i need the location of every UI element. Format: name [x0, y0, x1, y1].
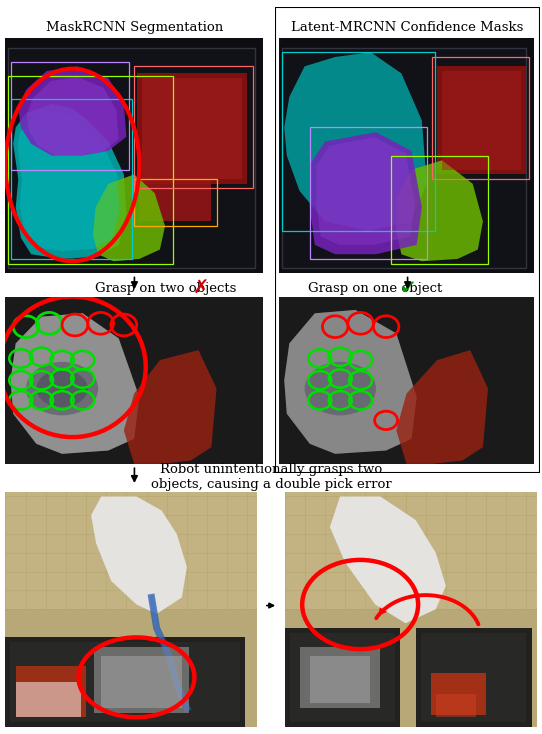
- Bar: [416, 628, 532, 727]
- Polygon shape: [10, 313, 139, 454]
- Polygon shape: [284, 310, 417, 454]
- Text: ✔: ✔: [400, 279, 416, 298]
- Text: MaskRCNN Segmentation: MaskRCNN Segmentation: [46, 21, 223, 34]
- Polygon shape: [284, 52, 427, 230]
- Bar: [142, 78, 242, 179]
- Bar: [285, 628, 401, 727]
- Bar: [300, 647, 380, 708]
- Bar: [282, 52, 435, 230]
- Polygon shape: [91, 496, 187, 614]
- Polygon shape: [124, 350, 216, 464]
- Polygon shape: [316, 137, 415, 244]
- Bar: [431, 672, 486, 715]
- Bar: [421, 633, 526, 722]
- Polygon shape: [17, 112, 119, 251]
- Bar: [310, 656, 370, 703]
- Text: Robot unintentionally grasps two
objects, causing a double pick error: Robot unintentionally grasps two objects…: [151, 463, 391, 491]
- Bar: [8, 76, 173, 264]
- Text: Latent-MRCNN Confidence Masks: Latent-MRCNN Confidence Masks: [292, 21, 524, 34]
- Polygon shape: [27, 77, 119, 156]
- Bar: [432, 57, 529, 179]
- Bar: [10, 99, 132, 259]
- Bar: [289, 633, 396, 722]
- Polygon shape: [13, 104, 126, 259]
- Bar: [391, 156, 488, 264]
- Bar: [134, 66, 253, 189]
- Polygon shape: [396, 350, 488, 464]
- Bar: [285, 492, 537, 609]
- Text: Grasp on one object: Grasp on one object: [308, 282, 442, 295]
- Polygon shape: [330, 496, 446, 623]
- Polygon shape: [396, 160, 483, 261]
- Bar: [10, 62, 129, 170]
- Bar: [5, 637, 245, 727]
- Polygon shape: [10, 313, 139, 454]
- Bar: [442, 71, 521, 170]
- Text: Grasp on two objects: Grasp on two objects: [95, 282, 236, 295]
- Ellipse shape: [26, 362, 98, 415]
- Bar: [101, 656, 182, 708]
- Bar: [134, 179, 216, 226]
- Bar: [16, 682, 81, 717]
- Bar: [137, 73, 247, 184]
- Polygon shape: [93, 175, 165, 261]
- Ellipse shape: [36, 370, 88, 407]
- Polygon shape: [18, 66, 126, 156]
- Bar: [436, 694, 476, 717]
- Polygon shape: [309, 132, 422, 254]
- Bar: [94, 647, 189, 713]
- Polygon shape: [284, 310, 417, 454]
- Text: ✗: ✗: [193, 279, 209, 298]
- Bar: [10, 642, 240, 722]
- Bar: [16, 666, 86, 717]
- Ellipse shape: [305, 362, 376, 415]
- Bar: [139, 179, 211, 222]
- Bar: [309, 128, 427, 259]
- Bar: [5, 492, 257, 609]
- Bar: [437, 66, 526, 175]
